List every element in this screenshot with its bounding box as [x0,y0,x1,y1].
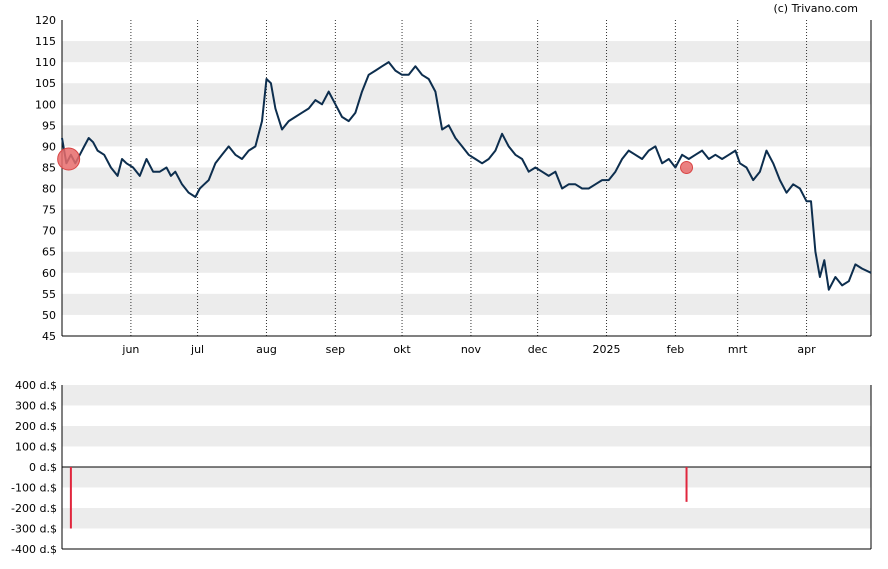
dividend-grid-band [62,385,871,406]
price-x-tick-label: dec [528,343,548,356]
price-grid-band [62,251,871,273]
dividend-grid-band [62,508,871,529]
price-grid-band [62,209,871,231]
price-y-tick-label: 75 [42,204,56,217]
dividend-grid-band [62,426,871,447]
price-grid-band [62,41,871,63]
price-y-tick-label: 80 [42,183,56,196]
price-grid-band [62,125,871,147]
price-grid-band [62,167,871,189]
price-x-tick-label: sep [326,343,345,356]
dividend-y-tick-label: 400 d.$ [15,379,57,392]
dividend-grid-band [62,467,871,488]
price-y-tick-label: 85 [42,161,56,174]
dividend-marker [57,147,81,171]
dividend-chart: -400 d.$ -300 d.$ -200 d.$ -100 d.$ 0 d.$ 100… [11,379,872,556]
credit-text: (c) Trivano.com [773,2,858,15]
price-y-tick-label: 95 [42,119,56,132]
price-x-tick-label: aug [256,343,277,356]
price-x-tick-label: jul [190,343,204,356]
dividend-marker [680,160,694,174]
price-y-tick-label: 90 [42,140,56,153]
dividend-y-tick-label: -300 d.$ [11,523,57,536]
price-grid-band [62,293,871,315]
price-line [61,61,872,291]
price-x-tick-label: apr [797,343,816,356]
price-x-tick-label: nov [461,343,482,356]
price-y-tick-label: 60 [42,267,56,280]
price-grid-band [62,83,871,105]
price-chart: jun jul aug sep okt nov dec 2025 feb mrt apr 45 50 55… [35,14,872,356]
price-x-tick-label: 2025 [593,343,621,356]
price-x-tick-label: okt [393,343,411,356]
price-y-tick-label: 115 [35,35,56,48]
price-y-tick-label: 70 [42,225,56,238]
price-y-tick-label: 100 [35,98,56,111]
price-y-tick-label: 55 [42,288,56,301]
price-y-tick-label: 50 [42,309,56,322]
dividend-y-tick-label: 0 d.$ [29,461,57,474]
dividend-y-tick-label: 200 d.$ [15,420,57,433]
price-x-tick-label: feb [667,343,685,356]
price-y-tick-label: 120 [35,14,56,27]
dividend-y-tick-label: 300 d.$ [15,400,57,413]
price-y-tick-label: 45 [42,330,56,343]
price-x-tick-label: jun [121,343,139,356]
dividend-y-tick-label: 100 d.$ [15,441,57,454]
dividend-y-tick-label: -200 d.$ [11,502,57,515]
price-x-tick-label: mrt [728,343,748,356]
dividend-y-tick-label: -100 d.$ [11,482,57,495]
price-y-tick-label: 105 [35,77,56,90]
price-y-tick-label: 65 [42,246,56,259]
price-y-tick-label: 110 [35,56,56,69]
dividend-y-tick-label: -400 d.$ [11,543,57,556]
